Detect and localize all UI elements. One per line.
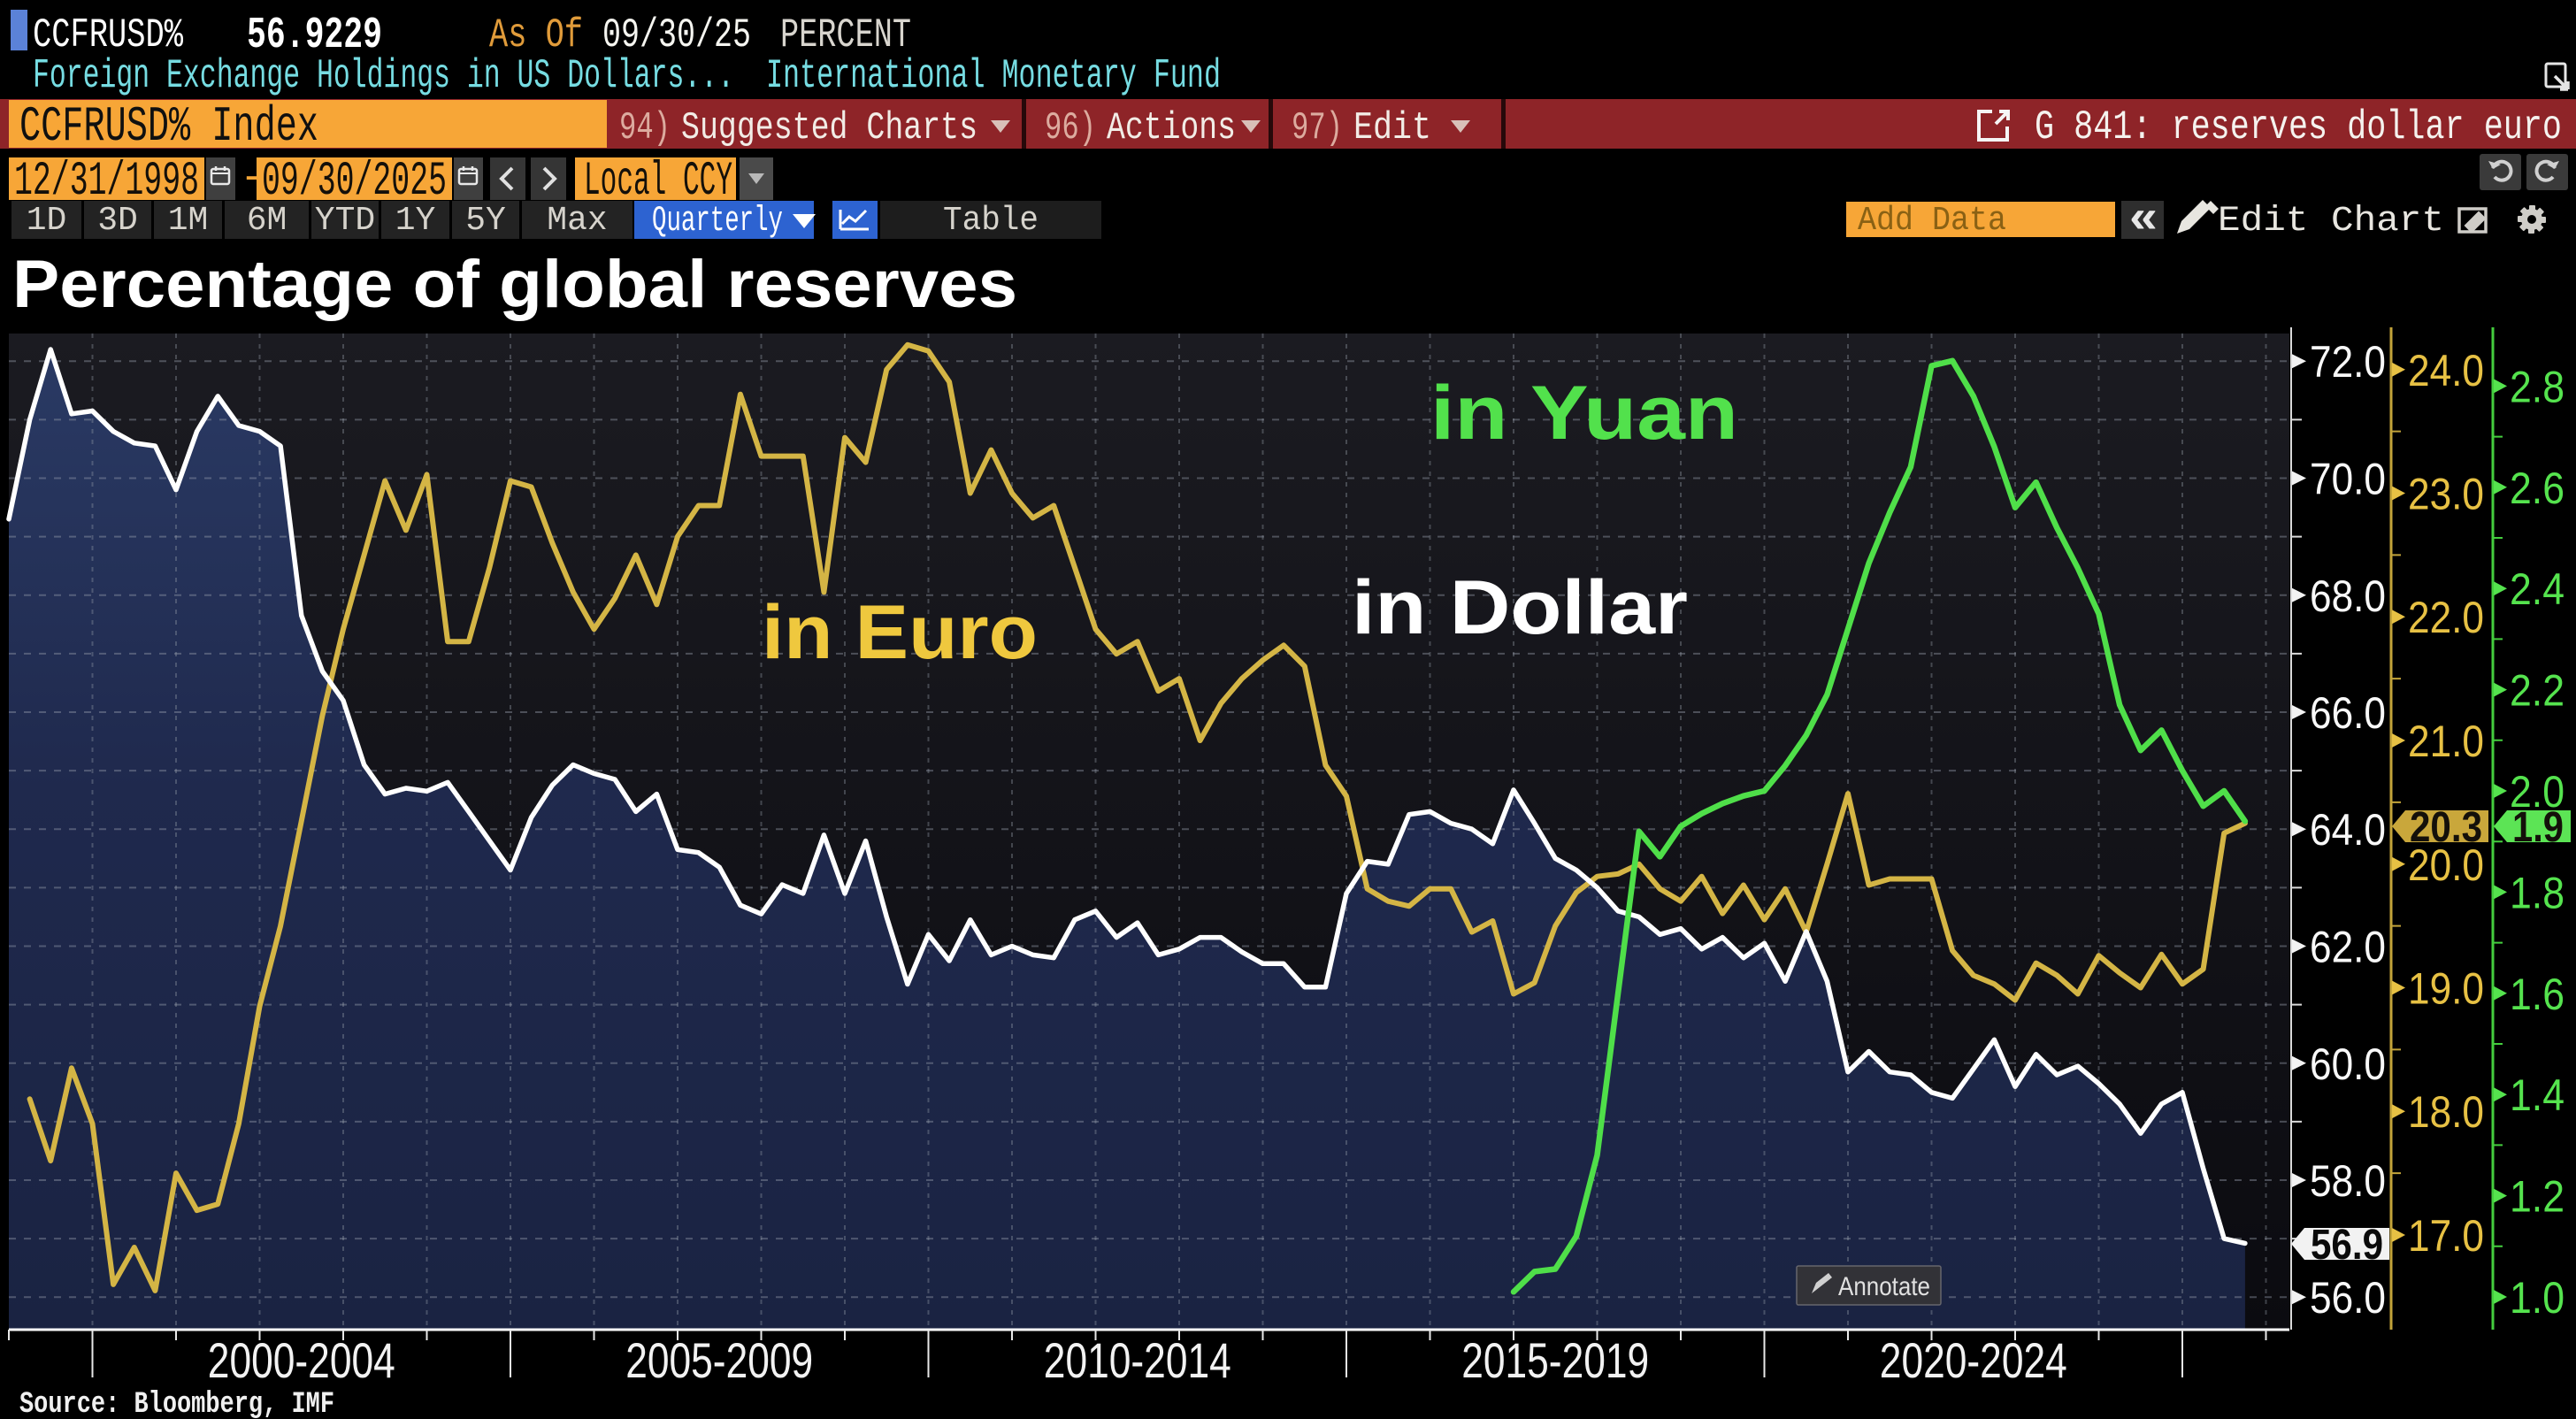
svg-text:3D: 3D (97, 202, 138, 240)
svg-text:2.8: 2.8 (2510, 362, 2564, 411)
svg-text:Add Data: Add Data (1858, 202, 2006, 240)
svg-text:70.0: 70.0 (2310, 455, 2386, 504)
svg-text:Foreign Exchange Holdings in U: Foreign Exchange Holdings in US Dollars.… (33, 53, 734, 99)
svg-text:22.0: 22.0 (2408, 593, 2484, 642)
svg-text:17.0: 17.0 (2408, 1211, 2484, 1261)
svg-text:64.0: 64.0 (2310, 805, 2386, 855)
svg-text:2.4: 2.4 (2510, 564, 2564, 614)
svg-text:Local CCY: Local CCY (584, 155, 732, 209)
svg-text:YTD: YTD (315, 202, 375, 240)
svg-text:62.0: 62.0 (2310, 923, 2386, 972)
svg-text:2000-2004: 2000-2004 (208, 1332, 395, 1388)
svg-text:1.9: 1.9 (2512, 804, 2564, 851)
svg-text:1.2: 1.2 (2510, 1172, 2564, 1222)
svg-text:66.0: 66.0 (2310, 688, 2386, 738)
svg-text:2.0: 2.0 (2510, 767, 2564, 817)
svg-text:19.0: 19.0 (2408, 964, 2484, 1014)
svg-text:96): 96) (1045, 106, 1096, 150)
svg-text:56.9: 56.9 (2311, 1222, 2383, 1269)
svg-text:24.0: 24.0 (2408, 346, 2484, 395)
svg-text:CCFRUSD%: CCFRUSD% (33, 12, 183, 58)
svg-text:G 841: reserves dollar euro: G 841: reserves dollar euro (2035, 104, 2562, 150)
svg-text:in Dollar: in Dollar (1352, 565, 1688, 650)
svg-text:1.8: 1.8 (2510, 868, 2564, 917)
svg-text:09/30/25: 09/30/25 (602, 12, 751, 58)
svg-text:2010-2014: 2010-2014 (1044, 1332, 1231, 1388)
svg-text:Edit: Edit (1353, 106, 1431, 150)
svg-text:21.0: 21.0 (2408, 717, 2484, 766)
svg-text:2015-2019: 2015-2019 (1461, 1332, 1649, 1388)
svg-text:1Y: 1Y (395, 202, 436, 240)
svg-text:CCFRUSD% Index: CCFRUSD% Index (19, 98, 318, 155)
svg-text:68.0: 68.0 (2310, 571, 2386, 621)
svg-text:in Euro: in Euro (762, 590, 1038, 675)
svg-text:20.3: 20.3 (2410, 804, 2482, 851)
svg-text:Edit Chart: Edit Chart (2218, 202, 2444, 242)
svg-text:20.0: 20.0 (2408, 840, 2484, 890)
svg-text:18.0: 18.0 (2408, 1087, 2484, 1137)
svg-text:72.0: 72.0 (2310, 337, 2386, 387)
svg-text:Max: Max (547, 202, 607, 240)
svg-text:97): 97) (1292, 106, 1343, 150)
svg-text:Percentage of global reserves: Percentage of global reserves (12, 247, 1017, 322)
svg-text:1.4: 1.4 (2510, 1070, 2564, 1120)
svg-text:56.0: 56.0 (2310, 1273, 2386, 1323)
svg-text:12/31/1998: 12/31/1998 (14, 155, 199, 209)
svg-text:Annotate: Annotate (1838, 1272, 1930, 1301)
svg-text:«: « (2128, 194, 2158, 246)
svg-text:As Of: As Of (489, 12, 583, 58)
svg-text:6M: 6M (247, 202, 288, 240)
svg-text:58.0: 58.0 (2310, 1156, 2386, 1206)
svg-text:5Y: 5Y (465, 202, 506, 240)
svg-text:1M: 1M (168, 202, 209, 240)
svg-text:2005-2009: 2005-2009 (625, 1332, 813, 1388)
svg-text:1.0: 1.0 (2510, 1273, 2564, 1323)
svg-text:1D: 1D (27, 202, 67, 240)
svg-text:in Yuan: in Yuan (1430, 371, 1738, 456)
svg-text:2.6: 2.6 (2510, 464, 2564, 513)
svg-text:PERCENT: PERCENT (780, 12, 911, 58)
svg-text:56.9229: 56.9229 (247, 11, 382, 61)
svg-text:Source: Bloomberg, IMF: Source: Bloomberg, IMF (19, 1388, 334, 1419)
svg-text:1.6: 1.6 (2510, 970, 2564, 1019)
svg-text:Suggested Charts: Suggested Charts (681, 106, 978, 150)
svg-text:Actions: Actions (1107, 106, 1236, 150)
svg-text:60.0: 60.0 (2310, 1039, 2386, 1089)
svg-text:23.0: 23.0 (2408, 470, 2484, 519)
svg-text:Quarterly: Quarterly (652, 202, 783, 242)
svg-text:94): 94) (619, 106, 671, 150)
svg-text:2.2: 2.2 (2510, 666, 2564, 716)
svg-text:Table: Table (943, 202, 1039, 240)
svg-text:09/30/2025: 09/30/2025 (262, 155, 447, 209)
svg-text:International Monetary Fund: International Monetary Fund (766, 53, 1221, 99)
svg-text:2020-2024: 2020-2024 (1880, 1332, 2067, 1388)
